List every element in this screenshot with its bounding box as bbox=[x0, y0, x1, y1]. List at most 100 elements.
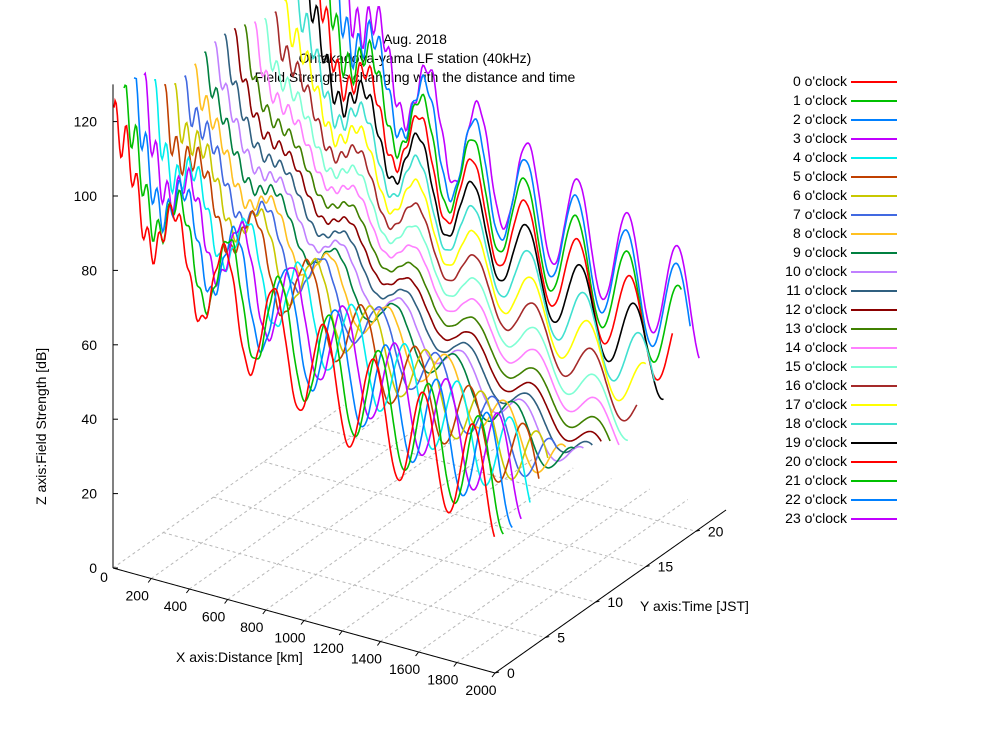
x-tick-label: 600 bbox=[202, 609, 226, 625]
x-tick bbox=[300, 620, 305, 625]
legend-label: 22 o'clock bbox=[785, 491, 847, 507]
x-tick-label: 400 bbox=[164, 598, 188, 614]
legend-label: 17 o'clock bbox=[785, 396, 847, 412]
series-line-11 bbox=[223, 33, 593, 454]
legend-entry: 22 o'clock bbox=[745, 490, 905, 509]
series-line-9 bbox=[204, 51, 575, 469]
grid-line-x bbox=[341, 467, 574, 632]
series-line-2 bbox=[133, 77, 513, 528]
y-tick bbox=[545, 636, 550, 639]
legend-label: 13 o'clock bbox=[785, 320, 847, 336]
grid-line-y bbox=[163, 532, 546, 639]
legend-swatch bbox=[851, 176, 897, 178]
series-line-15 bbox=[263, 17, 629, 442]
series-line-21 bbox=[329, 0, 683, 364]
grid-line-x bbox=[227, 436, 459, 600]
chart-title-line-3: Field Strengths changing with the distan… bbox=[254, 69, 576, 85]
x-tick bbox=[453, 662, 458, 667]
legend-label: 14 o'clock bbox=[785, 339, 847, 355]
series-line-13 bbox=[243, 24, 611, 442]
legend-entry: 5 o'clock bbox=[745, 167, 905, 186]
axes bbox=[112, 84, 727, 678]
legend-swatch bbox=[851, 271, 897, 273]
legend-label: 21 o'clock bbox=[785, 472, 847, 488]
series-line-0 bbox=[113, 97, 496, 537]
series-line-8 bbox=[194, 63, 567, 474]
legend-label: 12 o'clock bbox=[785, 301, 847, 317]
legend-label: 6 o'clock bbox=[792, 187, 847, 203]
x-tick-label: 800 bbox=[240, 619, 264, 635]
series-line-19 bbox=[308, 0, 664, 401]
legend-entry: 15 o'clock bbox=[745, 357, 905, 376]
legend-swatch bbox=[851, 100, 897, 102]
legend-label: 2 o'clock bbox=[792, 111, 847, 127]
z-axis-label: Z axis:Field Strength [dB] bbox=[33, 348, 49, 505]
z-tick-label: 120 bbox=[74, 114, 98, 130]
legend-swatch bbox=[851, 157, 897, 159]
legend-entry: 17 o'clock bbox=[745, 395, 905, 414]
x-tick bbox=[185, 588, 190, 594]
y-tick-label: 0 bbox=[507, 665, 515, 681]
y-tick-label: 20 bbox=[708, 523, 724, 539]
legend-swatch bbox=[851, 385, 897, 387]
series-line-20 bbox=[319, 0, 674, 381]
x-axis-label: X axis:Distance [km] bbox=[176, 649, 303, 665]
legend-swatch bbox=[851, 404, 897, 406]
y-tick-label: 10 bbox=[607, 594, 623, 610]
series-line-14 bbox=[253, 21, 620, 446]
z-tick-label: 80 bbox=[81, 262, 97, 278]
legend-entry: 3 o'clock bbox=[745, 129, 905, 148]
y-axis-line bbox=[494, 509, 727, 674]
series-line-7 bbox=[184, 75, 558, 478]
legend-entry: 1 o'clock bbox=[745, 91, 905, 110]
x-tick-label: 1600 bbox=[389, 661, 420, 677]
legend-entry: 9 o'clock bbox=[745, 243, 905, 262]
y-tick bbox=[695, 529, 700, 532]
legend-label: 23 o'clock bbox=[785, 510, 847, 526]
y-tick-label: 5 bbox=[557, 630, 565, 646]
grid-line-y bbox=[313, 425, 697, 532]
grid-line-x bbox=[150, 415, 383, 579]
y-axis-label: Y axis:Time [JST] bbox=[640, 598, 749, 614]
series-line-6 bbox=[174, 82, 549, 481]
grid-line-y bbox=[213, 496, 596, 603]
y-tick-label: 15 bbox=[658, 559, 674, 575]
legend-label: 5 o'clock bbox=[792, 168, 847, 184]
z-tick-label: 100 bbox=[74, 188, 98, 204]
x-tick bbox=[491, 672, 496, 678]
series-lines bbox=[113, 0, 700, 537]
x-tick bbox=[147, 578, 152, 583]
x-tick-label: 2000 bbox=[465, 682, 496, 698]
legend-entry: 8 o'clock bbox=[745, 224, 905, 243]
legend-swatch bbox=[851, 290, 897, 292]
y-tick bbox=[645, 565, 650, 568]
legend-swatch bbox=[851, 195, 897, 197]
legend-entry: 0 o'clock bbox=[745, 72, 905, 91]
series-line-23 bbox=[348, 0, 700, 359]
x-tick bbox=[415, 651, 420, 657]
legend-label: 0 o'clock bbox=[792, 73, 847, 89]
legend-swatch bbox=[851, 499, 897, 501]
x-tick bbox=[224, 599, 229, 604]
series-line-22 bbox=[338, 0, 691, 348]
legend-entry: 12 o'clock bbox=[745, 300, 905, 319]
legend-swatch bbox=[851, 347, 897, 349]
legend-label: 20 o'clock bbox=[785, 453, 847, 469]
legend-swatch bbox=[851, 252, 897, 254]
legend-entry: 11 o'clock bbox=[745, 281, 905, 300]
legend-entry: 23 o'clock bbox=[745, 509, 905, 528]
series-line-16 bbox=[274, 11, 638, 422]
legend-swatch bbox=[851, 233, 897, 235]
legend-swatch bbox=[851, 214, 897, 216]
y-tick bbox=[494, 671, 500, 674]
legend-swatch bbox=[851, 423, 897, 425]
legend-entry: 7 o'clock bbox=[745, 205, 905, 224]
legend-entry: 13 o'clock bbox=[745, 319, 905, 338]
grid-line-x bbox=[418, 488, 650, 653]
legend-entry: 10 o'clock bbox=[745, 262, 905, 281]
x-tick-label: 200 bbox=[126, 588, 150, 604]
x-tick-label: 1400 bbox=[351, 651, 382, 667]
series-line-12 bbox=[233, 27, 602, 442]
legend-entry: 18 o'clock bbox=[745, 414, 905, 433]
legend-label: 7 o'clock bbox=[792, 206, 847, 222]
